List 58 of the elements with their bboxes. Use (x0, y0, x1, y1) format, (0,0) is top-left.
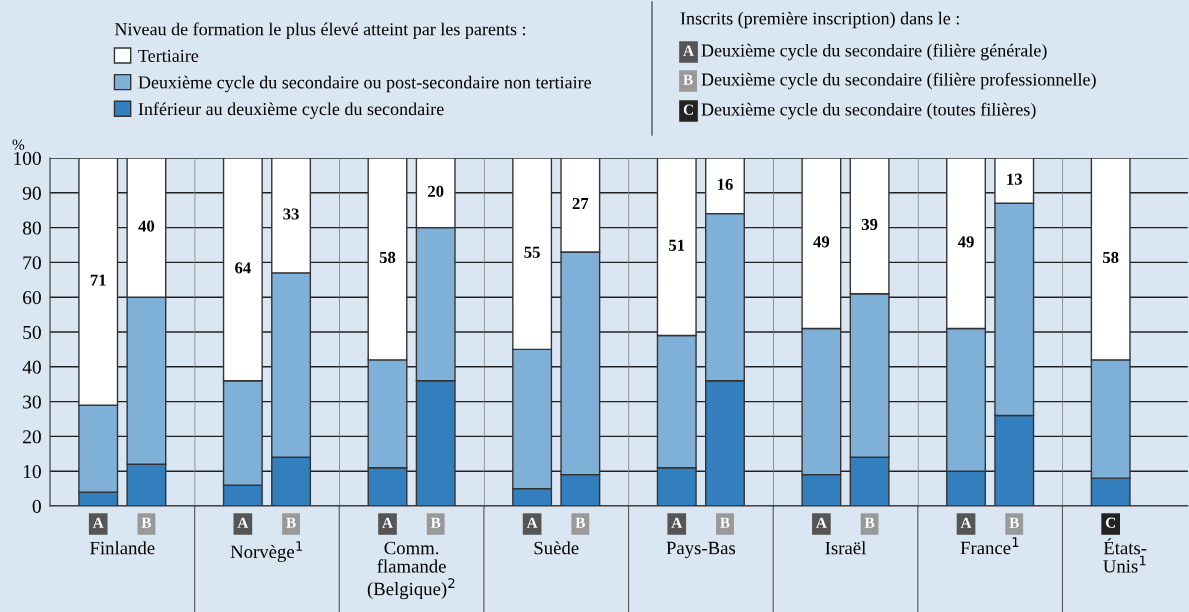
x-tick-label: A (816, 517, 827, 528)
data-label: 64 (235, 262, 251, 274)
x-tick-label: A (382, 517, 393, 528)
y-tick-label: 60 (23, 291, 41, 305)
y-tick-label: 70 (23, 256, 41, 270)
data-label: 51 (669, 239, 685, 251)
x-tick-label: C (1105, 517, 1116, 528)
text: Norvège$^{1}$ (230, 541, 302, 562)
legend-label: Deuxième cycle du secondaire ou post-secondaire non tertiaire (138, 75, 591, 93)
y-tick-label: 40 (22, 360, 41, 374)
legend-title: Niveau de formation le plus élevé atteint par les parents : (114, 22, 526, 39)
y-axis-title: % (12, 139, 25, 150)
y-tick-label: 10 (23, 465, 41, 479)
y-tick-label: 100 (14, 151, 41, 165)
text: A Deuxième cycle du secondaire (filière générale) (683, 43, 1047, 61)
text: Israël (825, 541, 866, 555)
text: Comm. flamande (Belgique)$^{2}$ (367, 541, 455, 600)
x-tick-label: A (92, 517, 104, 528)
text: C Deuxième cycle du secondaire (toutes filières) (683, 102, 1036, 120)
x-tick-label: B (1009, 517, 1019, 528)
text: Suède (534, 541, 579, 555)
data-label: 71 (90, 274, 106, 286)
text: France$^{1}$ (960, 537, 1019, 555)
x-tick-label: B (141, 517, 152, 528)
y-tick-label: 80 (22, 221, 41, 235)
data-label: 39 (861, 218, 878, 231)
x-tick-label: B (575, 517, 586, 528)
data-label: 27 (572, 197, 589, 209)
data-label: 49 (957, 236, 974, 248)
data-label: 13 (1007, 173, 1023, 185)
x-tick-label: A (526, 517, 538, 528)
text: Pays-Bas (666, 541, 736, 559)
y-tick-label: 90 (22, 186, 41, 200)
data-label: 40 (138, 220, 155, 232)
x-tick-label: B (430, 517, 441, 528)
legend-label: Tertiaire (138, 49, 199, 62)
data-label: 49 (813, 236, 830, 248)
y-tick-label: 50 (23, 325, 41, 339)
data-label: 20 (428, 185, 444, 197)
text: B Deuxième cycle du secondaire (filière professionnelle) (683, 72, 1096, 90)
text: États- Unis$^{1}$ (1103, 538, 1147, 573)
data-label: 16 (717, 178, 733, 191)
text: Finlande (90, 541, 155, 555)
x-tick-label: B (720, 517, 730, 528)
x-tick-label: B (864, 517, 875, 528)
x-tick-label: A (960, 517, 972, 528)
x-tick-label: A (237, 517, 249, 528)
data-label: 58 (1103, 251, 1119, 264)
y-tick-label: 0 (32, 499, 41, 513)
data-label: 58 (379, 251, 396, 264)
y-tick-label: 30 (23, 395, 41, 409)
data-label: 55 (524, 246, 540, 258)
y-tick-label: 20 (23, 430, 41, 444)
data-label: 33 (283, 208, 299, 220)
legend-label: Inférieur au deuxième cycle du secondaire (138, 102, 444, 119)
text: Inscrits (première inscription) dans le : (680, 11, 959, 29)
x-tick-label: B (286, 517, 296, 528)
x-tick-label: A (671, 517, 683, 528)
